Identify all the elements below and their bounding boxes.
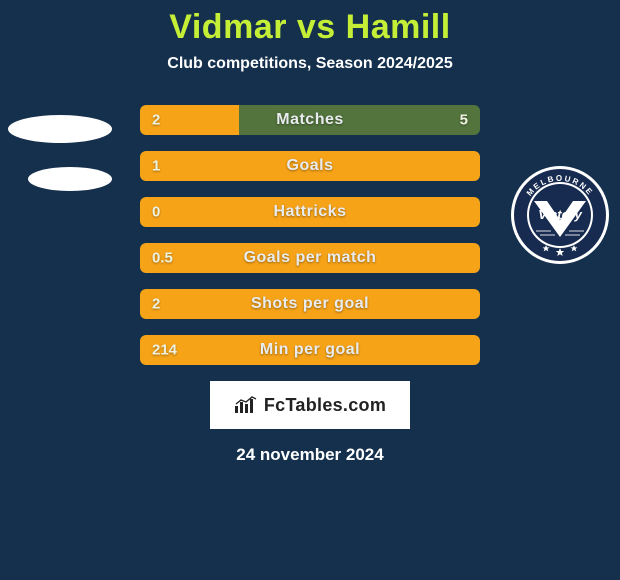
brand-text: FcTables.com xyxy=(264,395,386,416)
comparison-card: Vidmar vs Hamill Club competitions, Seas… xyxy=(0,0,620,580)
date-line: 24 november 2024 xyxy=(0,445,620,465)
stat-row: Goals1 xyxy=(140,151,480,181)
stat-row: Hattricks0 xyxy=(140,197,480,227)
stat-value-left: 0.5 xyxy=(152,250,173,267)
stat-label: Goals xyxy=(140,157,480,175)
stat-value-right: 5 xyxy=(460,112,468,129)
stat-row: Shots per goal2 xyxy=(140,289,480,319)
stat-label: Matches xyxy=(140,111,480,129)
subtitle: Club competitions, Season 2024/2025 xyxy=(0,55,620,73)
stat-value-left: 0 xyxy=(152,204,160,221)
stats-area: MELBOURNE Victory Matches2 xyxy=(0,105,620,365)
placeholder-ellipse xyxy=(8,115,112,143)
stat-bars: Matches25Goals1Hattricks0Goals per match… xyxy=(140,105,480,365)
stat-value-left: 1 xyxy=(152,158,160,175)
brand-box: FcTables.com xyxy=(210,381,410,429)
stat-row: Min per goal214 xyxy=(140,335,480,365)
victory-badge-icon: MELBOURNE Victory xyxy=(510,165,610,265)
team-left-logo xyxy=(10,105,110,205)
page-title: Vidmar vs Hamill xyxy=(0,0,620,47)
stat-value-left: 2 xyxy=(152,112,160,129)
stat-label: Goals per match xyxy=(140,249,480,267)
team-right-logo: MELBOURNE Victory xyxy=(510,165,610,265)
chart-icon xyxy=(234,396,258,414)
stat-label: Shots per goal xyxy=(140,295,480,313)
stat-value-left: 2 xyxy=(152,296,160,313)
stat-row: Matches2 5 xyxy=(140,105,480,135)
placeholder-ellipse xyxy=(28,167,112,191)
stat-value-left: 214 xyxy=(152,342,177,359)
stat-label: Hattricks xyxy=(140,203,480,221)
svg-text:Victory: Victory xyxy=(538,207,582,222)
stat-label: Min per goal xyxy=(140,341,480,359)
stat-row: Goals per match0.5 xyxy=(140,243,480,273)
